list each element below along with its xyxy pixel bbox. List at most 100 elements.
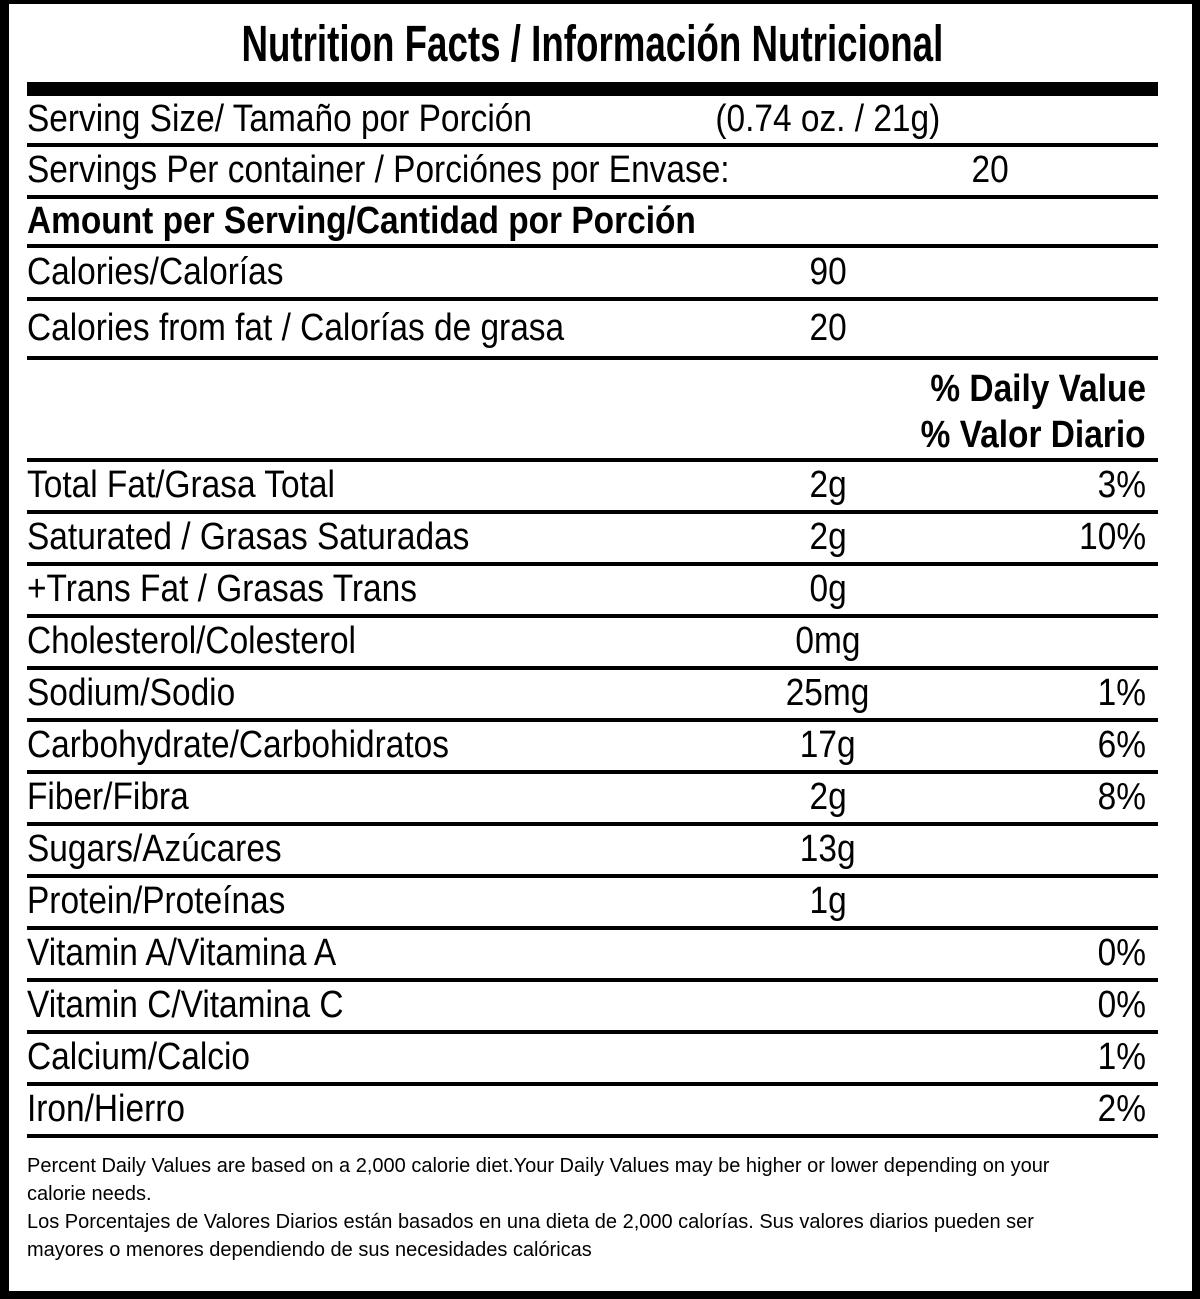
nutrient-daily-value: 3% (993, 464, 1158, 507)
nutrient-label-text: Iron/Hierro (27, 1088, 185, 1131)
nutrient-row-trans-fat: +Trans Fat / Grasas Trans 0g (27, 566, 1158, 618)
nutrient-amount-text: 25mg (786, 672, 870, 715)
calories-from-fat-label-text: Calories from fat / Calorías de grasa (27, 306, 565, 349)
calories-label-text: Calories/Calorías (27, 250, 284, 293)
nutrient-label-text: Vitamin A/Vitamina A (27, 932, 337, 975)
daily-value-header-es-text: % Valor Diario (921, 413, 1146, 456)
nutrient-amount: 0mg (663, 620, 993, 663)
footnote-line: calorie needs. (27, 1183, 152, 1205)
nutrient-daily-value: 1% (993, 1036, 1158, 1079)
nutrient-label: Fiber/Fibra (27, 776, 663, 819)
footnote-line: Percent Daily Values are based on a 2,00… (27, 1155, 1050, 1177)
amount-per-serving-header-text: Amount per Serving/Cantidad por Porción (27, 199, 696, 242)
daily-value-header: % Daily Value % Valor Diario (27, 360, 1158, 462)
calories-value: 90 (663, 250, 993, 293)
nutrient-label-text: Vitamin C/Vitamina C (27, 984, 344, 1027)
nutrient-amount-text: 13g (800, 828, 856, 871)
nutrient-row-protein: Protein/Proteínas 1g (27, 878, 1158, 930)
nutrient-amount-text: 2g (809, 464, 847, 507)
servings-per-container-label-text: Servings Per container / Porciónes por E… (27, 149, 730, 192)
nutrient-label: Iron/Hierro (27, 1088, 663, 1131)
nutrient-amount-text: 2g (809, 776, 847, 819)
daily-value-header-en: % Daily Value (901, 366, 1146, 412)
calories-label: Calories/Calorías (27, 250, 663, 293)
footnote-line: Los Porcentajes de Valores Diarios están… (27, 1211, 1034, 1233)
daily-value-header-es: % Valor Diario (890, 412, 1146, 458)
nutrient-label-text: Calcium/Calcio (27, 1036, 250, 1079)
serving-size-label-text: Serving Size/ Tamaño por Porción (27, 97, 532, 140)
nutrient-daily-value: 2% (993, 1088, 1158, 1131)
nutrient-label: Cholesterol/Colesterol (27, 620, 663, 663)
nutrient-amount: 25mg (663, 672, 993, 715)
nutrient-amount (663, 1090, 993, 1130)
nutrient-label-text: Sugars/Azúcares (27, 828, 282, 871)
calories-value-text: 90 (809, 250, 847, 293)
nutrient-label-text: +Trans Fat / Grasas Trans (27, 568, 417, 611)
title-row: Nutrition Facts / Información Nutriciona… (27, 4, 1158, 82)
nutrient-daily-value-text: 1% (1097, 672, 1146, 715)
nutrient-daily-value-text: 1% (1097, 1036, 1146, 1079)
calories-from-fat-value-text: 20 (809, 306, 847, 349)
title-divider-bar (27, 82, 1158, 96)
nutrient-label: Sodium/Sodio (27, 673, 663, 714)
nutrient-label-text: Protein/Proteínas (27, 880, 286, 923)
nutrient-amount: 2g (663, 464, 993, 507)
nutrient-daily-value-text: 3% (1097, 464, 1146, 507)
nutrient-daily-value-text: 2% (1097, 1088, 1146, 1131)
nutrient-label: Carbohydrate/Carbohidratos (27, 725, 663, 766)
nutrient-amount: 17g (663, 725, 993, 766)
nutrient-daily-value (993, 830, 1158, 870)
nutrient-row-calcium: Calcium/Calcio 1% (27, 1034, 1158, 1086)
nutrient-row-vitamin-c: Vitamin C/Vitamina C 0% (27, 982, 1158, 1034)
nutrient-label: Calcium/Calcio (27, 1036, 663, 1079)
nutrient-amount: 2g (663, 516, 993, 559)
nutrient-row-fiber: Fiber/Fibra 2g 8% (27, 774, 1158, 826)
nutrient-amount (663, 986, 993, 1026)
nutrient-amount-text: 0mg (795, 620, 861, 663)
nutrient-label: Vitamin A/Vitamina A (27, 932, 663, 975)
calories-from-fat-value: 20 (663, 306, 993, 349)
nutrient-label-text: Total Fat/Grasa Total (27, 464, 335, 507)
nutrient-daily-value-text: 8% (1097, 776, 1146, 819)
nutrient-label: Sugars/Azúcares (27, 828, 663, 871)
nutrient-amount-text: 1g (809, 880, 847, 923)
nutrient-row-iron: Iron/Hierro 2% (27, 1086, 1158, 1138)
nutrient-daily-value: 0% (993, 984, 1158, 1027)
amount-per-serving-header: Amount per Serving/Cantidad por Porción (27, 199, 1158, 242)
nutrient-daily-value (993, 622, 1158, 662)
servings-per-container-row: Servings Per container / Porciónes por E… (27, 147, 1158, 199)
nutrient-amount: 0g (663, 569, 993, 610)
nutrient-daily-value: 10% (993, 517, 1158, 558)
nutrient-label: +Trans Fat / Grasas Trans (27, 568, 663, 611)
nutrient-row-carbohydrate: Carbohydrate/Carbohidratos 17g 6% (27, 722, 1158, 774)
servings-per-container-label: Servings Per container / Porciónes por E… (27, 149, 825, 192)
nutrient-amount-text: 2g (809, 516, 847, 559)
nutrient-label-text: Fiber/Fibra (27, 776, 189, 819)
serving-size-value: (0.74 oz. / 21g) (663, 97, 993, 140)
nutrient-daily-value (993, 882, 1158, 922)
nutrient-daily-value (993, 570, 1158, 610)
serving-size-value-text: (0.74 oz. / 21g) (715, 97, 941, 140)
nutrient-amount (663, 934, 993, 974)
calories-from-fat-row: Calories from fat / Calorías de grasa 20 (27, 301, 1158, 360)
nutrient-daily-value: 0% (993, 933, 1158, 974)
nutrient-amount (663, 1038, 993, 1078)
nutrient-label: Total Fat/Grasa Total (27, 464, 663, 507)
nutrient-row-cholesterol: Cholesterol/Colesterol 0mg (27, 618, 1158, 670)
nutrient-row-sugars: Sugars/Azúcares 13g (27, 826, 1158, 878)
label-title: Nutrition Facts / Información Nutriciona… (241, 14, 944, 72)
nutrient-label: Saturated / Grasas Saturadas (27, 516, 663, 559)
nutrient-label: Vitamin C/Vitamina C (27, 984, 663, 1027)
nutrient-label-text: Cholesterol/Colesterol (27, 620, 356, 663)
calories-from-fat-label: Calories from fat / Calorías de grasa (27, 306, 663, 349)
nutrient-label-text: Saturated / Grasas Saturadas (27, 516, 470, 559)
nutrient-amount: 2g (663, 776, 993, 819)
nutrient-daily-value-text: 0% (1097, 984, 1146, 1027)
calories-row: Calories/Calorías 90 (27, 248, 1158, 301)
nutrient-daily-value-text: 6% (1097, 724, 1146, 767)
servings-per-container-value-text: 20 (971, 149, 1010, 192)
nutrient-amount: 1g (663, 880, 993, 923)
nutrient-daily-value: 8% (993, 776, 1158, 819)
nutrient-label: Protein/Proteínas (27, 880, 663, 923)
